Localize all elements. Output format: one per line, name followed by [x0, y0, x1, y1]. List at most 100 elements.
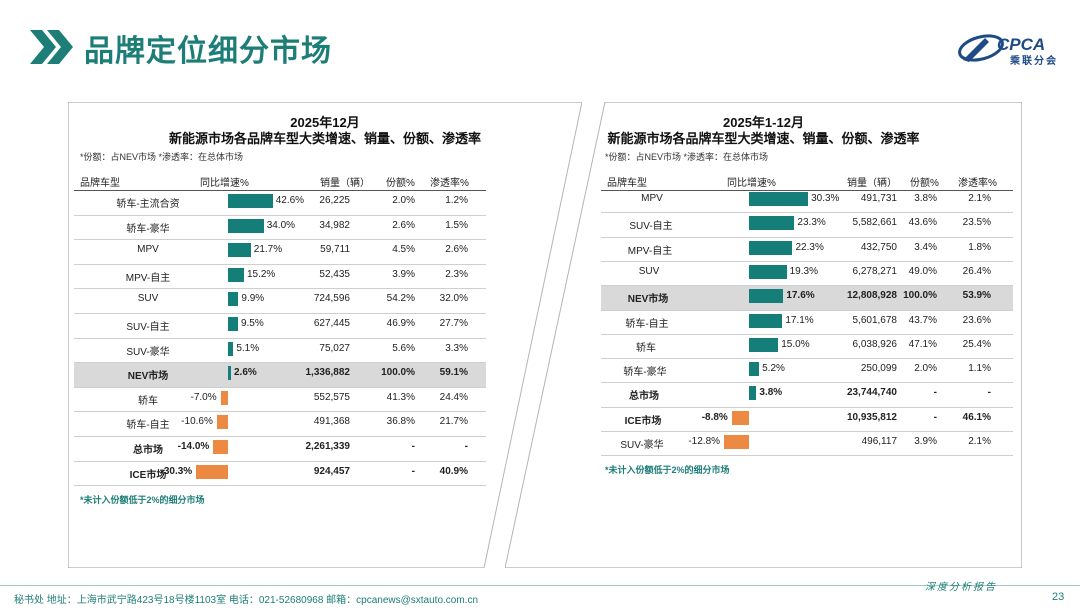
table-note: *份额：占NEV市场 *渗透率：在总体市场 — [80, 152, 244, 162]
growth-label: -8.8% — [701, 411, 728, 423]
growth-label: 22.3% — [795, 241, 824, 253]
growth-label: 5.1% — [236, 342, 260, 354]
growth-label: 21.7% — [253, 244, 283, 256]
sales-value: 12,808,928 — [846, 290, 897, 302]
share-value: 2.0% — [392, 195, 415, 206]
table-panel-december: 2025年12月 新能源市场各品牌车型大类增速、销量、份额、渗透率 *份额：占NEV… — [68, 102, 582, 568]
growth-bar — [749, 337, 779, 352]
growth-label: 2.6% — [234, 367, 257, 379]
growth-bar — [749, 216, 795, 231]
column-header: 份额% — [910, 178, 939, 189]
growth-label: 23.3% — [797, 217, 826, 229]
growth-bar — [749, 289, 784, 304]
penetration-value: 2.1% — [968, 193, 991, 204]
share-value: 36.8% — [386, 416, 415, 428]
growth-bar — [228, 267, 244, 282]
penetration-value: 59.1% — [439, 367, 468, 379]
chevron-right-icon — [30, 30, 73, 64]
row-divider — [74, 313, 486, 314]
penetration-value: 1.2% — [445, 195, 468, 206]
column-header: 同比增速% — [727, 178, 776, 189]
penetration-value: 2.1% — [968, 436, 991, 447]
table-footnote: *未计入份额低于2%的细分市场 — [605, 465, 730, 476]
sales-value: 23,744,740 — [846, 387, 897, 399]
row-label: 轿车-豪华 — [623, 367, 667, 379]
row-label: SUV-豪华 — [126, 346, 170, 358]
row-label: MPV — [137, 244, 159, 256]
growth-bar — [228, 366, 231, 381]
penetration-value: 25.4% — [962, 338, 991, 350]
sales-value: 924,457 — [313, 465, 350, 477]
row-divider — [74, 386, 486, 388]
share-value: 100.0% — [381, 367, 415, 379]
row-divider — [601, 431, 1013, 432]
sales-value: 5,601,678 — [852, 314, 898, 326]
sales-value: 6,038,926 — [852, 338, 898, 350]
growth-bar — [749, 192, 809, 206]
share-value: - — [933, 387, 937, 399]
row-label: MPV-自主 — [627, 245, 673, 257]
sales-value: 5,582,661 — [852, 217, 898, 229]
growth-label: -7.0% — [190, 391, 217, 403]
row-label: ICE市场 — [624, 415, 662, 427]
row-label: SUV-豪华 — [620, 440, 664, 451]
row-divider — [601, 358, 1013, 360]
sales-value: 552,575 — [313, 391, 350, 403]
growth-bar — [228, 218, 264, 233]
share-value: 5.6% — [392, 342, 415, 354]
cpca-logo-icon: CPCA — [958, 34, 1045, 62]
row-label: 轿车-豪华 — [126, 223, 170, 235]
nev-row-highlight — [601, 286, 1013, 311]
growth-bar — [228, 317, 238, 331]
penetration-value: 2.6% — [445, 244, 468, 256]
row-label: SUV-自主 — [126, 322, 170, 333]
growth-label: -10.6% — [181, 416, 213, 428]
row-divider — [74, 485, 486, 487]
growth-label: 30.3% — [811, 193, 840, 204]
column-header: 销量（辆） — [320, 178, 370, 189]
growth-label: 9.5% — [240, 318, 264, 329]
row-label: 轿车 — [636, 342, 656, 354]
share-value: 2.0% — [914, 363, 937, 375]
sales-value: 432,750 — [860, 241, 897, 253]
sales-value: 6,278,271 — [852, 265, 898, 277]
row-divider — [601, 285, 1013, 287]
header: 品牌定位细分市场 CPCA 乘联分会 — [0, 0, 1080, 90]
logo-subtitle: 乘联分会 — [1010, 56, 1058, 67]
share-value: 43.7% — [908, 314, 937, 326]
share-value: 46.9% — [386, 318, 415, 329]
row-label: 总市场 — [133, 445, 163, 456]
table-note: *份额：占NEV市场 *渗透率：在总体市场 — [605, 152, 769, 162]
share-value: - — [933, 411, 937, 423]
row-divider — [74, 337, 486, 339]
penetration-value: 21.7% — [439, 416, 468, 428]
header-divider — [601, 190, 1013, 191]
share-value: 41.3% — [386, 391, 415, 403]
growth-bar — [213, 440, 228, 454]
table-subtitle: 新能源市场各品牌车型大类增速、销量、份额、渗透率 — [607, 131, 920, 146]
row-divider — [601, 406, 1013, 408]
share-value: 3.8% — [914, 193, 937, 204]
row-divider — [74, 411, 486, 413]
row-label: 轿车-主流合资 — [116, 199, 180, 210]
share-value: - — [411, 465, 415, 477]
growth-bar — [749, 240, 793, 255]
row-divider — [601, 309, 1013, 311]
penetration-value: 1.8% — [968, 241, 991, 253]
penetration-value: 32.0% — [439, 293, 468, 305]
penetration-value: 26.4% — [962, 265, 991, 277]
table-panel-full-year: 2025年1-12月 新能源市场各品牌车型大类增速、销量、份额、渗透率 *份额：占N… — [505, 102, 1022, 568]
table-title: 2025年12月 — [290, 115, 360, 130]
penetration-value: 2.3% — [445, 268, 468, 280]
row-divider — [74, 362, 486, 364]
column-header: 品牌车型 — [607, 178, 647, 189]
row-divider — [74, 288, 486, 290]
row-divider — [74, 239, 486, 241]
row-label: 轿车-自主 — [126, 420, 170, 432]
growth-label: 5.2% — [762, 363, 785, 375]
growth-label: 17.1% — [785, 314, 814, 326]
row-divider — [601, 455, 1013, 457]
share-value: 100.0% — [903, 290, 937, 302]
growth-bar — [196, 464, 228, 479]
growth-bar — [749, 362, 760, 377]
